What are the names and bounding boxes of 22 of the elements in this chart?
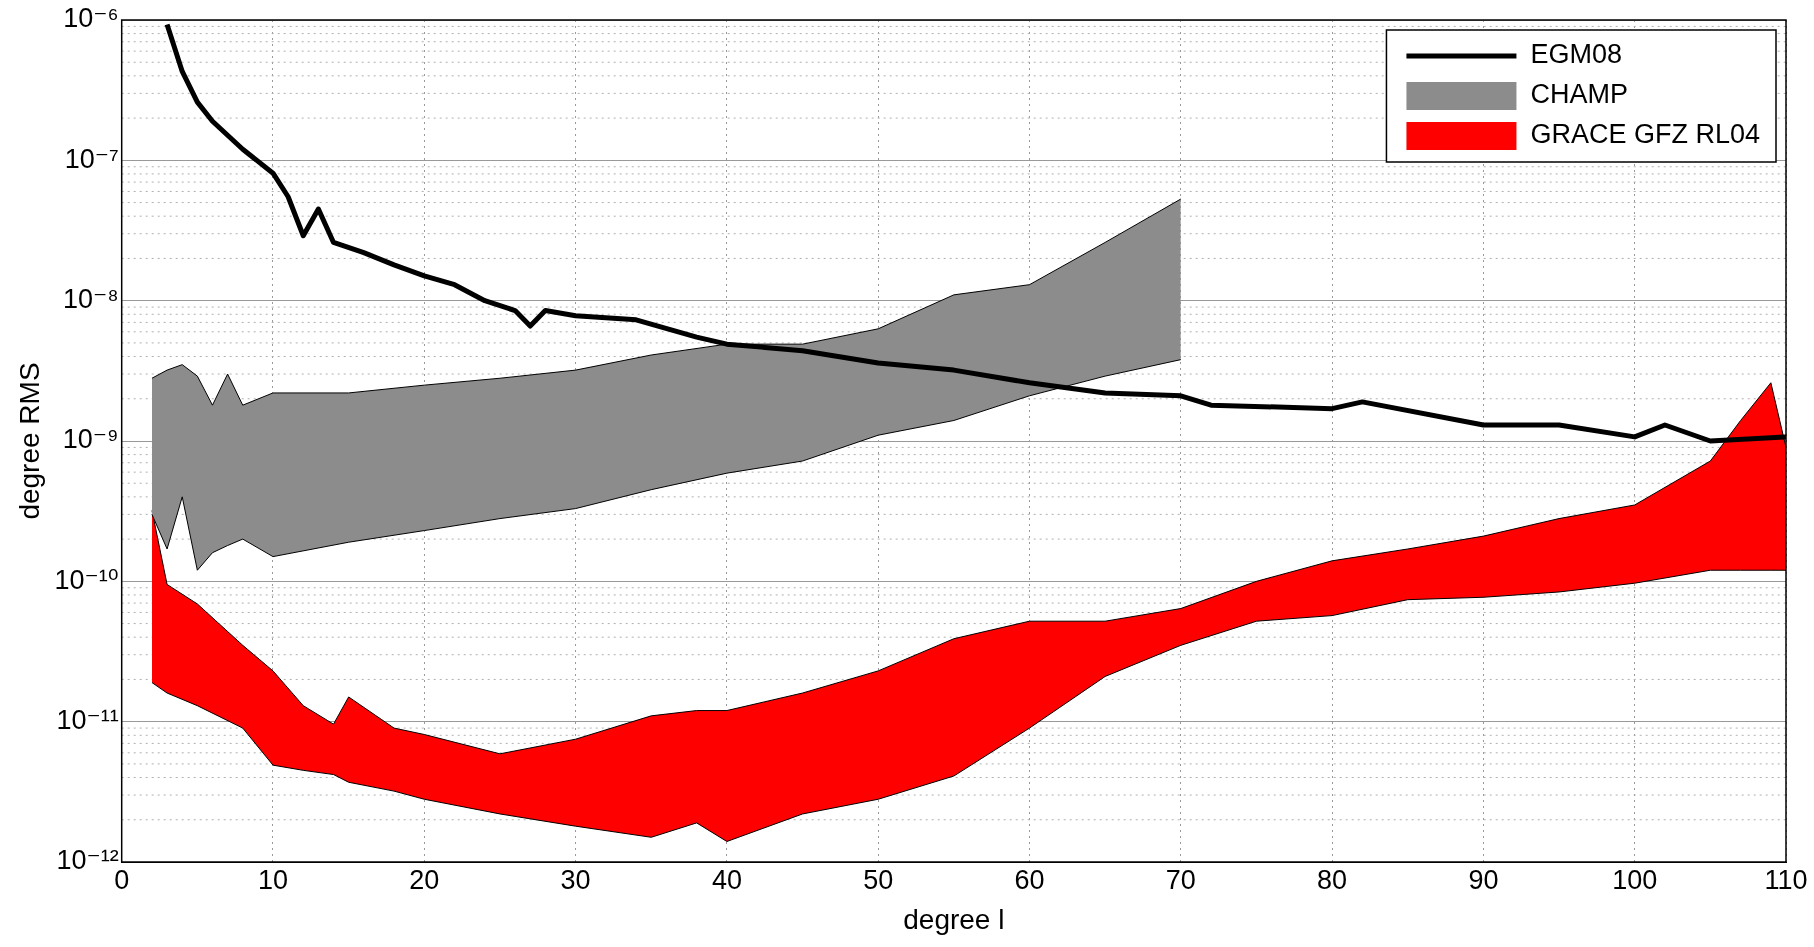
legend-label: CHAMP (1530, 79, 1628, 110)
y-tick-label: 10⁻¹⁰ (54, 564, 119, 595)
x-tick-label: 70 (1165, 864, 1196, 895)
y-tick-label: 10⁻¹¹ (56, 705, 119, 736)
x-tick-label: 50 (863, 864, 894, 895)
x-tick-label: 110 (1764, 864, 1808, 895)
x-axis-title: degree l (903, 903, 1005, 935)
legend-label: GRACE GFZ RL04 (1530, 119, 1761, 150)
x-tick-label: 40 (711, 864, 742, 895)
y-tick-label: 10⁻⁶ (63, 3, 119, 34)
y-tick-label: 10⁻⁸ (63, 284, 119, 315)
y-axis-title: degree RMS (13, 362, 45, 520)
y-tick-label: 10⁻⁹ (62, 424, 119, 455)
x-tick-label: 90 (1468, 864, 1499, 895)
x-tick-label: 100 (1612, 864, 1658, 895)
x-tick-label: 10 (257, 864, 289, 895)
x-tick-label: 30 (560, 864, 591, 895)
y-tick-label: 10⁻⁷ (64, 143, 119, 174)
x-tick-label: 20 (409, 864, 440, 895)
x-tick-label: 60 (1014, 864, 1045, 895)
legend-label: EGM08 (1530, 39, 1622, 70)
x-tick-label: 80 (1317, 864, 1348, 895)
